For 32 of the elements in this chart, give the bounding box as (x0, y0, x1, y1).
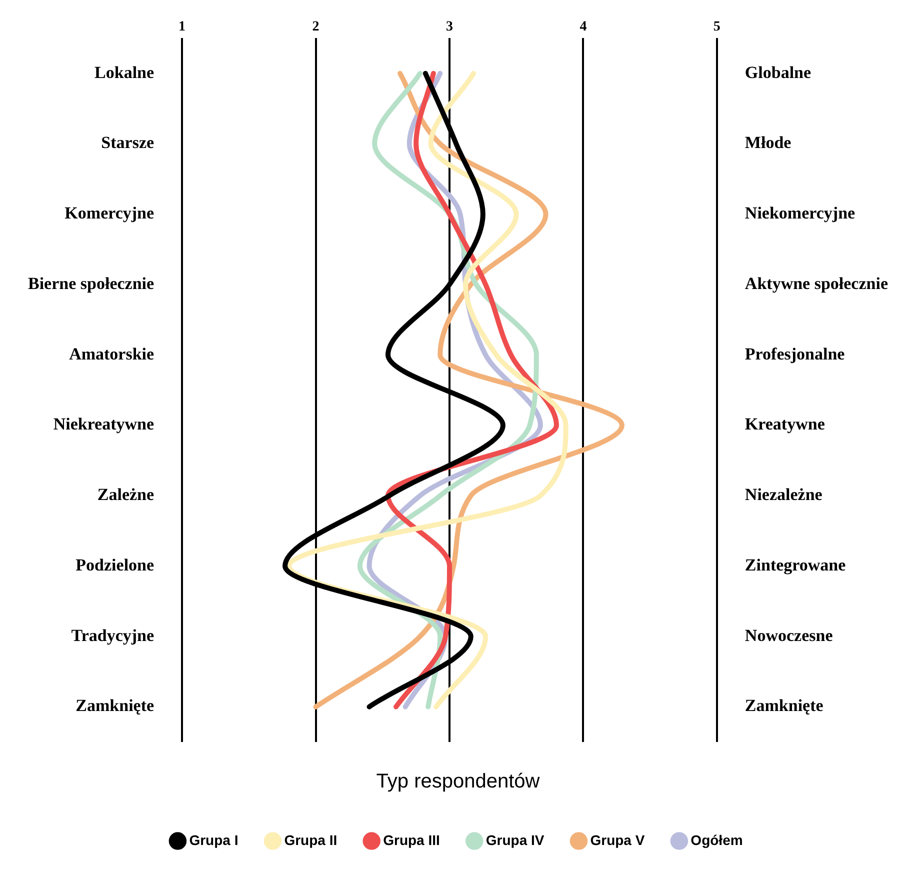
y2-tick-label: Nowoczesne (744, 626, 834, 645)
y2-tick-label: Zamknięte (744, 696, 824, 716)
y-tick-label: Bierne społecznie (28, 274, 155, 293)
x-tick-label: 5 (713, 19, 720, 34)
y2-tick-label: Kreatywne (744, 414, 826, 434)
y-tick-label: Zamknięte (76, 696, 155, 716)
legend-label: Grupa V (590, 832, 646, 848)
y-tick-label: Komercyjne (64, 204, 155, 223)
x-tick-label: 2 (312, 19, 320, 34)
y2-tick-label: Młode (744, 133, 792, 152)
y2-tick-label: Aktywne społecznie (744, 274, 888, 293)
legend-title: Typ respondentów (376, 770, 540, 793)
x-tick-label: 4 (580, 19, 587, 34)
y-tick-label: Podzielone (76, 555, 154, 574)
y2-tick-label: Globalne (744, 62, 812, 82)
y-tick-label: Zależne (97, 485, 155, 504)
y-tick-label: Tradycyjne (71, 626, 154, 645)
legend-label: Grupa II (284, 832, 338, 848)
y-tick-label: Amatorskie (69, 344, 155, 364)
y2-tick-label: Niezależne (744, 485, 823, 504)
y-tick-label: Starsze (101, 133, 155, 152)
legend-label: Ogółem (690, 832, 743, 848)
y2-tick-label: Profesjonalne (744, 344, 846, 364)
legend-label: Grupa I (189, 832, 238, 848)
x-tick-label: 1 (178, 19, 186, 34)
legend-label: Grupa IV (486, 832, 545, 848)
legend-label: Grupa III (383, 832, 440, 848)
x-tick-label: 3 (446, 19, 453, 34)
y2-tick-label: Niekomercyjne (744, 204, 856, 223)
y-tick-label: Niekreatywne (53, 414, 154, 434)
y2-tick-label: Zintegrowane (744, 555, 846, 574)
y-tick-label: Lokalne (94, 62, 154, 82)
